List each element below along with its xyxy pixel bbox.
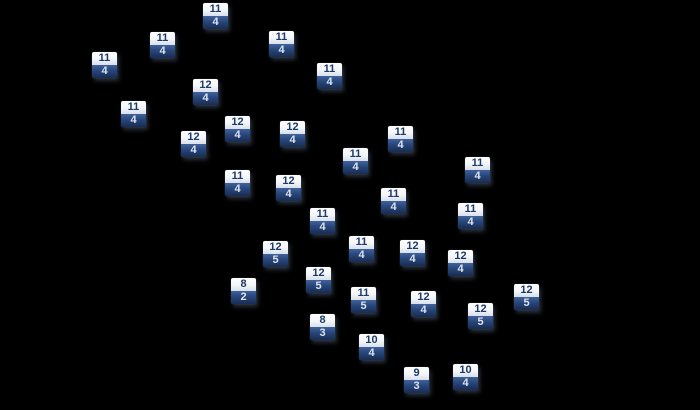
marker-bottom-value: 4 bbox=[276, 188, 301, 201]
marker-top-value: 11 bbox=[343, 148, 368, 161]
marker-bottom-value: 4 bbox=[269, 44, 294, 57]
value-marker[interactable]: 11 4 bbox=[225, 170, 250, 196]
value-marker[interactable]: 11 5 bbox=[351, 287, 376, 313]
marker-bottom-value: 4 bbox=[193, 92, 218, 105]
value-marker[interactable]: 10 4 bbox=[359, 334, 384, 360]
marker-bottom-value: 5 bbox=[263, 254, 288, 267]
marker-top-value: 12 bbox=[306, 267, 331, 280]
marker-top-value: 10 bbox=[453, 364, 478, 377]
value-marker[interactable]: 11 4 bbox=[381, 188, 406, 214]
marker-bottom-value: 4 bbox=[181, 144, 206, 157]
marker-bottom-value: 4 bbox=[448, 263, 473, 276]
marker-top-value: 12 bbox=[263, 241, 288, 254]
marker-bottom-value: 4 bbox=[359, 347, 384, 360]
marker-top-value: 12 bbox=[276, 175, 301, 188]
value-marker[interactable]: 11 4 bbox=[458, 203, 483, 229]
marker-bottom-value: 4 bbox=[317, 76, 342, 89]
marker-top-value: 12 bbox=[411, 291, 436, 304]
marker-top-value: 8 bbox=[231, 278, 256, 291]
value-marker[interactable]: 11 4 bbox=[150, 32, 175, 58]
marker-bottom-value: 4 bbox=[458, 216, 483, 229]
value-marker[interactable]: 12 4 bbox=[225, 116, 250, 142]
value-marker[interactable]: 9 3 bbox=[404, 367, 429, 393]
marker-top-value: 11 bbox=[203, 3, 228, 16]
value-marker[interactable]: 12 4 bbox=[193, 79, 218, 105]
marker-top-value: 11 bbox=[349, 236, 374, 249]
marker-bottom-value: 4 bbox=[225, 129, 250, 142]
marker-top-value: 11 bbox=[465, 157, 490, 170]
value-marker[interactable]: 12 4 bbox=[400, 240, 425, 266]
marker-top-value: 12 bbox=[448, 250, 473, 263]
marker-bottom-value: 4 bbox=[349, 249, 374, 262]
marker-top-value: 11 bbox=[121, 101, 146, 114]
marker-top-value: 12 bbox=[514, 284, 539, 297]
marker-bottom-value: 4 bbox=[411, 304, 436, 317]
marker-top-value: 11 bbox=[317, 63, 342, 76]
marker-bottom-value: 4 bbox=[92, 65, 117, 78]
marker-top-value: 11 bbox=[381, 188, 406, 201]
marker-bottom-value: 4 bbox=[343, 161, 368, 174]
value-marker[interactable]: 11 4 bbox=[349, 236, 374, 262]
marker-top-value: 12 bbox=[193, 79, 218, 92]
value-marker[interactable]: 11 4 bbox=[92, 52, 117, 78]
marker-bottom-value: 4 bbox=[381, 201, 406, 214]
value-marker[interactable]: 12 5 bbox=[306, 267, 331, 293]
marker-bottom-value: 2 bbox=[231, 291, 256, 304]
marker-top-value: 11 bbox=[269, 31, 294, 44]
value-marker[interactable]: 12 4 bbox=[181, 131, 206, 157]
marker-top-value: 11 bbox=[310, 208, 335, 221]
marker-top-value: 11 bbox=[388, 126, 413, 139]
value-marker[interactable]: 12 4 bbox=[411, 291, 436, 317]
marker-top-value: 12 bbox=[181, 131, 206, 144]
marker-top-value: 11 bbox=[92, 52, 117, 65]
marker-top-value: 11 bbox=[351, 287, 376, 300]
marker-top-value: 12 bbox=[225, 116, 250, 129]
marker-bottom-value: 4 bbox=[453, 377, 478, 390]
value-marker[interactable]: 11 4 bbox=[317, 63, 342, 89]
marker-bottom-value: 4 bbox=[225, 183, 250, 196]
value-marker[interactable]: 8 3 bbox=[310, 314, 335, 340]
value-marker[interactable]: 11 4 bbox=[388, 126, 413, 152]
marker-bottom-value: 4 bbox=[121, 114, 146, 127]
marker-bottom-value: 3 bbox=[310, 327, 335, 340]
marker-bottom-value: 5 bbox=[468, 316, 493, 329]
marker-bottom-value: 4 bbox=[310, 221, 335, 234]
marker-bottom-value: 4 bbox=[400, 253, 425, 266]
value-marker[interactable]: 12 5 bbox=[263, 241, 288, 267]
value-marker[interactable]: 12 5 bbox=[514, 284, 539, 310]
marker-top-value: 11 bbox=[225, 170, 250, 183]
marker-bottom-value: 4 bbox=[465, 170, 490, 183]
marker-bottom-value: 4 bbox=[150, 45, 175, 58]
marker-top-value: 9 bbox=[404, 367, 429, 380]
marker-top-value: 8 bbox=[310, 314, 335, 327]
value-marker[interactable]: 12 4 bbox=[448, 250, 473, 276]
value-marker[interactable]: 12 4 bbox=[280, 121, 305, 147]
marker-bottom-value: 4 bbox=[280, 134, 305, 147]
marker-bottom-value: 5 bbox=[351, 300, 376, 313]
value-marker[interactable]: 10 4 bbox=[453, 364, 478, 390]
value-marker[interactable]: 12 4 bbox=[276, 175, 301, 201]
value-marker[interactable]: 11 4 bbox=[310, 208, 335, 234]
value-marker[interactable]: 11 4 bbox=[203, 3, 228, 29]
marker-top-value: 11 bbox=[150, 32, 175, 45]
marker-bottom-value: 5 bbox=[514, 297, 539, 310]
marker-bottom-value: 4 bbox=[388, 139, 413, 152]
marker-bottom-value: 4 bbox=[203, 16, 228, 29]
value-marker[interactable]: 12 5 bbox=[468, 303, 493, 329]
value-marker[interactable]: 11 4 bbox=[269, 31, 294, 57]
value-marker[interactable]: 11 4 bbox=[343, 148, 368, 174]
value-marker[interactable]: 11 4 bbox=[121, 101, 146, 127]
marker-top-value: 10 bbox=[359, 334, 384, 347]
marker-top-value: 11 bbox=[458, 203, 483, 216]
marker-top-value: 12 bbox=[468, 303, 493, 316]
marker-bottom-value: 3 bbox=[404, 380, 429, 393]
marker-bottom-value: 5 bbox=[306, 280, 331, 293]
marker-top-value: 12 bbox=[400, 240, 425, 253]
value-marker[interactable]: 11 4 bbox=[465, 157, 490, 183]
value-marker[interactable]: 8 2 bbox=[231, 278, 256, 304]
marker-top-value: 12 bbox=[280, 121, 305, 134]
